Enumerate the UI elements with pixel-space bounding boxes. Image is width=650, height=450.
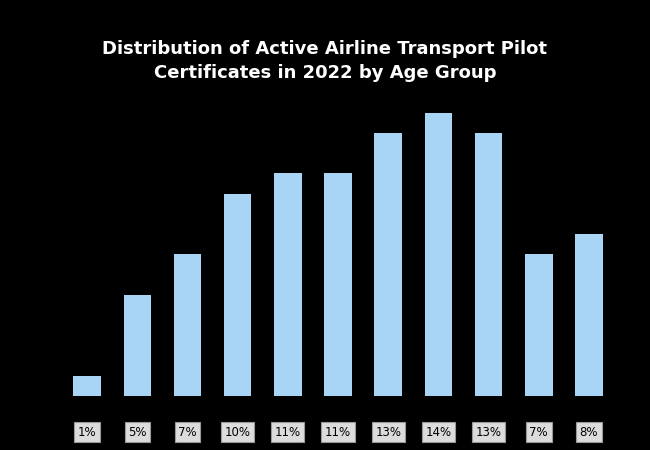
Bar — [374, 133, 402, 396]
Text: 7%: 7% — [178, 426, 197, 439]
Text: 13%: 13% — [375, 426, 401, 439]
Text: 10%: 10% — [225, 426, 251, 439]
Text: 7%: 7% — [529, 426, 548, 439]
Bar — [124, 295, 151, 396]
Text: 8%: 8% — [580, 426, 598, 439]
Text: 14%: 14% — [425, 426, 451, 439]
Text: 11%: 11% — [325, 426, 351, 439]
Text: 1%: 1% — [78, 426, 96, 439]
Bar — [174, 254, 202, 396]
Bar — [73, 376, 101, 396]
Text: 5%: 5% — [128, 426, 146, 439]
Text: 13%: 13% — [476, 426, 502, 439]
Text: 11%: 11% — [275, 426, 301, 439]
Bar — [424, 112, 452, 396]
Bar — [575, 234, 603, 396]
Bar — [324, 173, 352, 396]
Bar — [525, 254, 552, 396]
Bar — [474, 133, 502, 396]
Bar — [224, 194, 252, 396]
Text: Distribution of Active Airline Transport Pilot
Certificates in 2022 by Age Group: Distribution of Active Airline Transport… — [103, 40, 547, 82]
Bar — [274, 173, 302, 396]
